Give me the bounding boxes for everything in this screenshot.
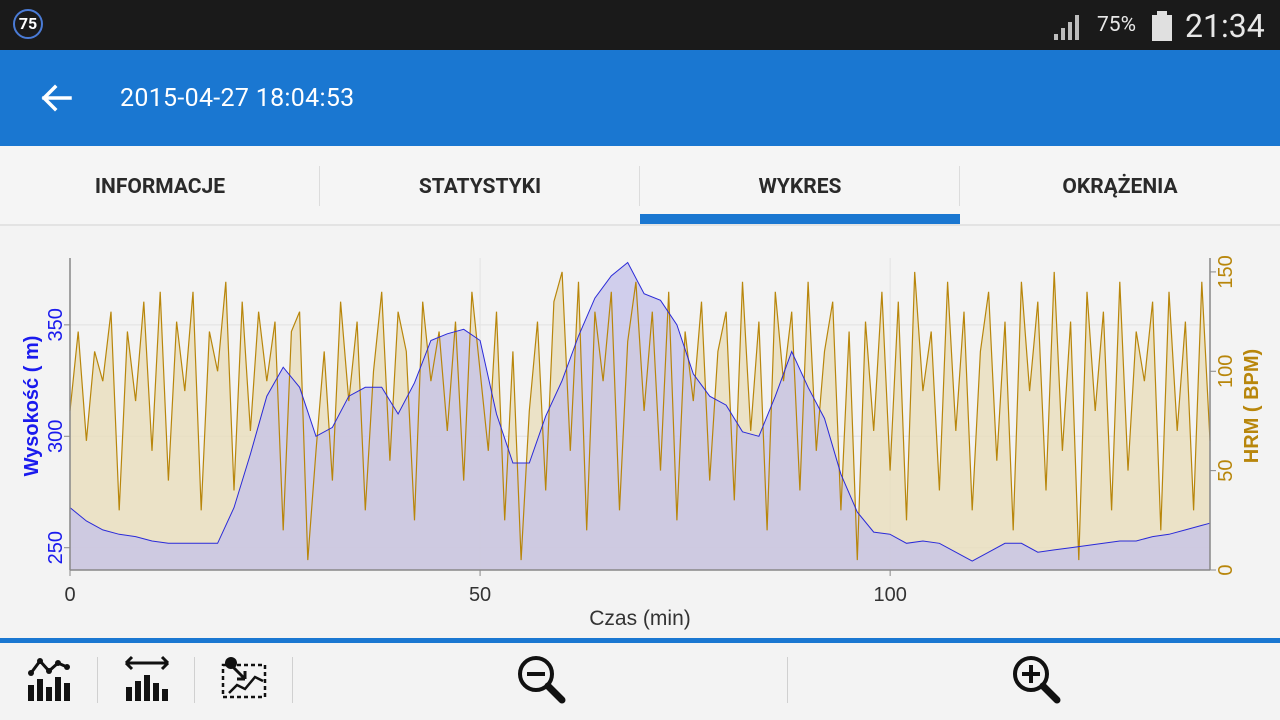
y-right-tick-label: 50 — [1215, 460, 1237, 482]
clock: 21:34 — [1185, 7, 1265, 45]
y-right-tick-label: 100 — [1215, 355, 1237, 388]
zoom-in-icon[interactable] — [1010, 653, 1062, 705]
status-bar: 75 75% 21:34 — [0, 0, 1280, 50]
y-left-tick-label: 300 — [45, 420, 67, 453]
y-axis-left-label: Wysokość ( m) — [21, 336, 43, 477]
x-tick-label: 50 — [469, 584, 491, 606]
tab-informacje[interactable]: INFORMACJE — [94, 175, 226, 199]
chart-area[interactable]: 0 50 100 250 300 350 0 50 100 150 Czas (min) Wyso… — [0, 226, 1280, 638]
y-right-tick-label: 150 — [1215, 255, 1237, 288]
arrow-left-icon[interactable] — [38, 80, 74, 116]
chart-line-bars-icon[interactable] — [24, 653, 74, 703]
range-bars-icon[interactable] — [122, 653, 172, 703]
tab-statystyki[interactable]: STATYSTYKI — [418, 175, 542, 199]
chart-axes — [69, 258, 1211, 571]
x-tick-label: 100 — [873, 584, 906, 606]
tab-bar: INFORMACJE STATYSTYKI WYKRES OKRĄŻENIA — [0, 146, 1280, 226]
y-right-tick-label: 0 — [1215, 564, 1237, 575]
y-axis-right-label: HRM ( BPM) — [1241, 349, 1263, 463]
toolbar-separator — [787, 657, 788, 703]
battery-icon — [1152, 11, 1172, 41]
selected-tab-indicator — [640, 214, 960, 224]
x-tick-label: 0 — [64, 584, 75, 606]
battery-percent: 75% — [1097, 13, 1136, 37]
signal-strength-icon — [1054, 15, 1079, 40]
altitude-hrm-chart[interactable]: 0 50 100 250 300 350 0 50 100 150 Czas (min) Wyso… — [0, 226, 1280, 638]
page-title: 2015-04-27 18:04:53 — [120, 84, 355, 113]
app-bar: 2015-04-27 18:04:53 — [0, 50, 1280, 146]
tab-wykres[interactable]: WYKRES — [758, 175, 842, 199]
map-select-icon[interactable] — [219, 653, 269, 703]
y-left-tick-label: 250 — [45, 531, 67, 564]
chart-ticks: 0 50 100 250 300 350 0 50 100 150 — [45, 255, 1237, 606]
tab-divider — [959, 166, 960, 206]
hrm-line — [69, 271, 1211, 561]
altitude-area — [70, 262, 1210, 570]
toolbar-divider — [0, 638, 1280, 643]
zoom-out-icon[interactable] — [515, 653, 567, 705]
chart-toolbar — [0, 643, 1280, 720]
tab-divider — [319, 166, 320, 206]
altitude-line — [69, 261, 1211, 562]
y-left-tick-label: 350 — [45, 308, 67, 341]
toolbar-separator — [97, 657, 98, 703]
tab-divider — [639, 166, 640, 206]
notification-badge: 75 — [13, 9, 43, 39]
chart-series — [69, 261, 1211, 570]
x-axis-label: Czas (min) — [589, 607, 691, 630]
toolbar-separator — [292, 657, 293, 703]
toolbar-separator — [194, 657, 195, 703]
tab-okrazenia[interactable]: OKRĄŻENIA — [1062, 175, 1178, 199]
